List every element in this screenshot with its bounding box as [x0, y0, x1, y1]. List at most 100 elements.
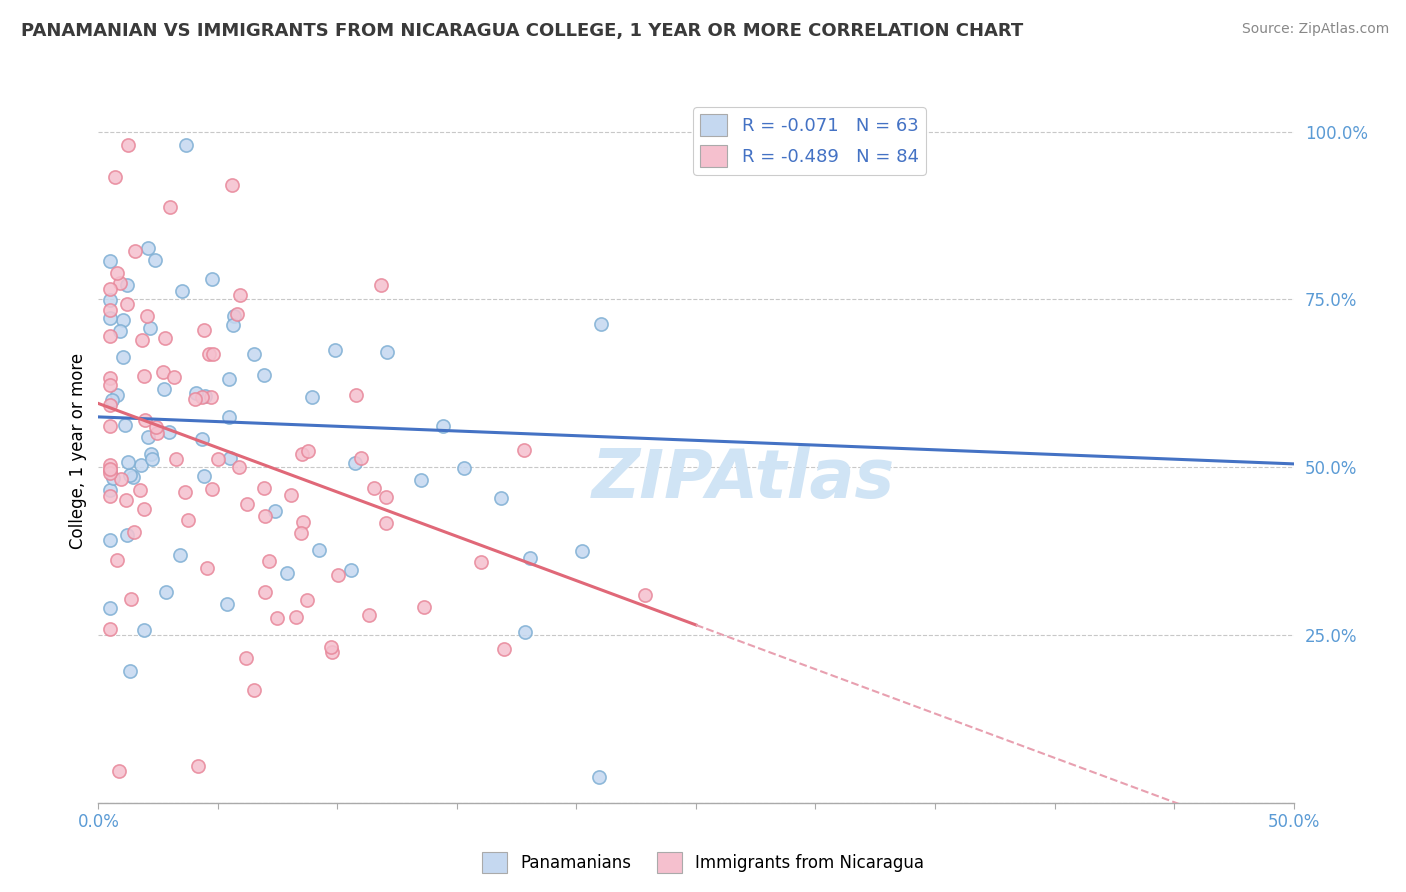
Point: [118, 664, 141, 678]
Point: [122, 524, 145, 539]
Point: [589, 317, 612, 331]
Point: [98, 397, 122, 411]
Point: [494, 641, 516, 656]
Point: [290, 525, 312, 540]
Legend: R = -0.071   N = 63, R = -0.489   N = 84: R = -0.071 N = 63, R = -0.489 N = 84: [693, 107, 927, 175]
Point: [297, 444, 319, 458]
Point: [145, 425, 167, 440]
Point: [193, 323, 215, 337]
Text: ZIPAtlas: ZIPAtlas: [592, 446, 896, 512]
Point: [219, 451, 242, 466]
Point: [218, 410, 240, 425]
Point: [105, 266, 128, 280]
Point: [141, 452, 163, 467]
Point: [98, 600, 122, 615]
Point: [266, 611, 288, 625]
Point: [136, 430, 159, 444]
Point: [201, 482, 224, 496]
Point: [101, 470, 124, 484]
Point: [176, 513, 198, 527]
Point: [98, 302, 122, 317]
Point: [453, 461, 475, 475]
Point: [343, 456, 366, 470]
Point: [413, 599, 436, 614]
Text: Source: ZipAtlas.com: Source: ZipAtlas.com: [1241, 22, 1389, 37]
Point: [169, 549, 191, 563]
Point: [235, 651, 257, 665]
Point: [100, 393, 122, 408]
Point: [153, 331, 176, 345]
Point: [120, 592, 142, 607]
Point: [242, 683, 264, 698]
Point: [253, 481, 276, 495]
Point: [159, 200, 181, 214]
Point: [588, 770, 610, 784]
Point: [110, 472, 132, 486]
Point: [291, 515, 314, 529]
Point: [224, 310, 246, 324]
Point: [284, 610, 307, 624]
Point: [513, 625, 536, 640]
Point: [218, 372, 240, 386]
Point: [191, 432, 214, 446]
Point: [228, 459, 250, 474]
Point: [276, 566, 298, 581]
Point: [207, 452, 229, 467]
Point: [357, 607, 380, 622]
Point: [98, 371, 122, 385]
Text: PANAMANIAN VS IMMIGRANTS FROM NICARAGUA COLLEGE, 1 YEAR OR MORE CORRELATION CHAR: PANAMANIAN VS IMMIGRANTS FROM NICARAGUA …: [21, 22, 1024, 40]
Point: [229, 288, 252, 302]
Point: [98, 463, 122, 477]
Point: [191, 390, 214, 404]
Point: [98, 483, 122, 498]
Point: [344, 388, 367, 402]
Point: [136, 241, 159, 255]
Point: [319, 640, 342, 654]
Point: [375, 516, 398, 530]
Point: [111, 350, 134, 364]
Point: [221, 318, 243, 332]
Point: [139, 447, 162, 461]
Point: [98, 622, 122, 636]
Point: [143, 252, 166, 267]
Point: [253, 585, 276, 599]
Point: [174, 485, 197, 500]
Point: [155, 584, 177, 599]
Point: [131, 333, 153, 347]
Point: [117, 528, 139, 542]
Point: [132, 369, 155, 384]
Point: [152, 365, 174, 379]
Point: [489, 491, 512, 505]
Point: [98, 293, 122, 308]
Point: [411, 473, 433, 487]
Point: [98, 458, 122, 472]
Point: [184, 392, 207, 407]
Point: [139, 321, 162, 335]
Point: [340, 563, 363, 577]
Point: [325, 343, 347, 358]
Point: [374, 490, 396, 504]
Point: [98, 311, 122, 326]
Point: [201, 272, 224, 286]
Point: [170, 284, 193, 298]
Point: [301, 390, 323, 404]
Point: [98, 533, 122, 547]
Point: [253, 368, 276, 383]
Point: [98, 489, 122, 503]
Point: [295, 593, 318, 607]
Point: [121, 470, 143, 484]
Point: [98, 462, 122, 476]
Point: [200, 390, 222, 404]
Point: [131, 458, 153, 472]
Point: [163, 369, 186, 384]
Point: [129, 483, 152, 497]
Point: [105, 553, 128, 567]
Point: [195, 561, 218, 575]
Point: [105, 388, 128, 402]
Point: [375, 345, 398, 359]
Point: [108, 764, 131, 778]
Point: [165, 451, 187, 466]
Point: [115, 493, 138, 508]
Point: [291, 447, 314, 461]
Point: [117, 138, 139, 153]
